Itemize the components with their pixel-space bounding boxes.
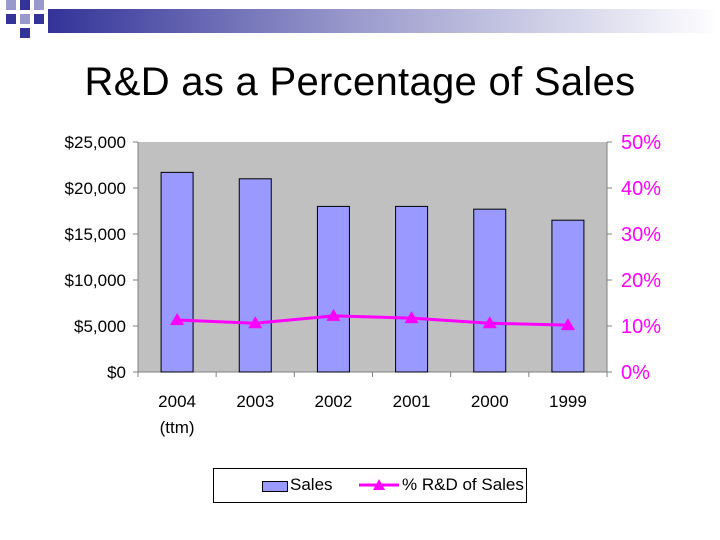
- right-tick-label: 0%: [621, 362, 650, 384]
- x-tick-label: 1999: [549, 392, 587, 411]
- point-rd-percent: [560, 318, 575, 331]
- left-tick-label: $20,000: [65, 179, 126, 198]
- x-tick-label: 2003: [236, 392, 274, 411]
- point-rd-percent: [326, 308, 341, 321]
- point-rd-percent: [170, 313, 185, 326]
- x-tick-label: 2001: [393, 392, 431, 411]
- right-tick-label: 10%: [621, 316, 661, 338]
- bar-sales: [160, 171, 194, 373]
- plot-area: [138, 142, 607, 372]
- point-rd-percent: [248, 316, 263, 329]
- point-rd-percent: [404, 311, 419, 324]
- bar-sales: [473, 208, 507, 373]
- left-tick-label: $5,000: [74, 317, 126, 336]
- left-tick-label: $0: [107, 363, 126, 382]
- right-tick-label: 20%: [621, 270, 661, 292]
- title-bar-decoration: [6, 0, 720, 38]
- bar-sales: [238, 178, 272, 373]
- chart-legend: Sales % R&D of Sales: [213, 468, 527, 503]
- right-tick-label: 50%: [621, 132, 661, 154]
- bar-sales: [316, 205, 350, 373]
- legend-sales-label: Sales: [290, 475, 333, 494]
- x-tick-label: 2004: [158, 392, 196, 411]
- x-tick-label: 2002: [315, 392, 353, 411]
- legend-rd-label: % R&D of Sales: [402, 475, 524, 494]
- bar-sales: [551, 219, 585, 373]
- left-tick-label: $25,000: [65, 133, 126, 152]
- slide-title: R&D as a Percentage of Sales: [84, 60, 636, 104]
- legend-rd-swatch: [359, 479, 399, 490]
- x-tick-label: (ttm): [160, 418, 195, 437]
- line-rd-percent: [177, 314, 568, 327]
- right-tick-label: 30%: [621, 224, 661, 246]
- bar-sales: [395, 205, 429, 373]
- point-rd-percent: [482, 316, 497, 329]
- x-tick-label: 2000: [471, 392, 509, 411]
- left-tick-label: $15,000: [65, 225, 126, 244]
- legend-sales-swatch: [262, 481, 288, 492]
- right-tick-label: 40%: [621, 178, 661, 200]
- left-tick-label: $10,000: [65, 271, 126, 290]
